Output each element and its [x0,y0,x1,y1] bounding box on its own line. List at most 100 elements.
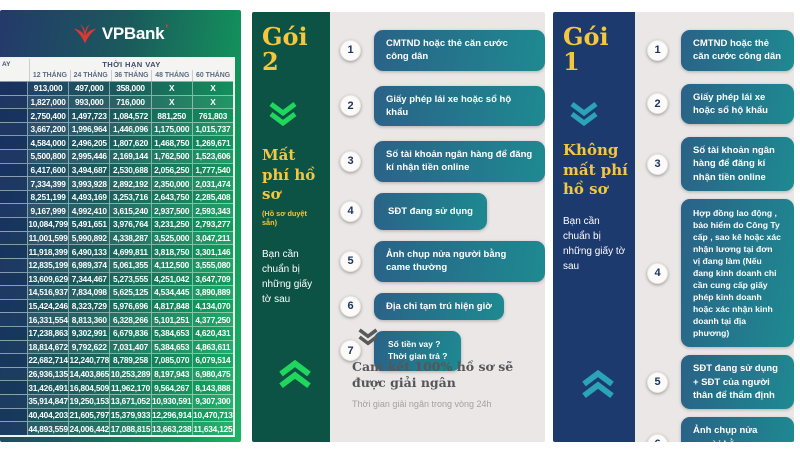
table-cell: 4,817,848 [150,299,192,313]
table-cell: 2,285,408 [191,190,233,204]
table-cell: 5,976,696 [109,299,150,313]
package-2-card: Gói 2 Mất phí hồ sơ (Hồ sơ duyệt sẵn) Bạ… [252,12,545,442]
table-row: 1,827,000 993,000 716,000 X X [0,94,233,109]
table-column-header: 48 THÁNG [151,70,192,81]
table-cell: 3,494,687 [68,163,109,177]
table-cell: X [150,82,192,95]
table-row: 44,893,559 24,006,442 17,088,815 13,663,… [0,421,233,435]
package-2-description: Bạn cần chuẩn bị những giấy tờ sau [262,248,313,305]
table-cell: 5,061,355 [109,258,150,272]
checklist-item: 2 Giấy phép lái xe hoặc sổ hộ khẩu [647,83,794,125]
table-cell: 3,890,889 [191,286,233,299]
table-cell: 6,679,836 [109,326,150,340]
package-1-highlight: Không mất phí hồ sơ [563,141,628,199]
package-1-side-column: Gói 1 Không mất phí hồ sơ Bạn cần chuẩn … [553,12,635,442]
table-cell: X [191,82,233,95]
checklist-item: 6 Địa chỉ tạm trú hiện giờ [340,292,545,320]
double-chevron-down-icon [266,102,300,131]
table-cell: 10,253,289 [109,367,151,381]
vpbank-logo: VPBank ' [0,10,241,54]
table-cell: 4,377,250 [191,313,233,326]
checklist-item: 3 Số tài khoản ngân hàng để đăng kí nhận… [340,141,545,182]
item-number-badge: 4 [340,200,361,222]
table-cell: 5,491,651 [68,218,109,231]
table-cell: 40,404,203 [27,408,68,422]
table-row: 22,682,714 12,240,778 8,789,258 7,085,07… [0,353,233,367]
table-cell-amount-clipped [0,190,27,204]
table-cell: 14,516,937 [27,286,68,299]
table-cell: 26,936,135 [27,367,68,381]
table-cell: 716,000 [109,95,150,109]
table-cell: X [191,95,233,109]
table-cell: 5,625,125 [109,286,150,299]
table-cell: 4,112,500 [150,258,192,272]
table-header-columns-row: 12 THÁNG 24 THÁNG 36 THÁNG 48 THÁNG 60 THÁNG [0,70,233,81]
double-chevron-up-icon [275,355,315,388]
table-cell: 8,813,360 [68,313,109,326]
item-number-badge: 1 [340,39,361,61]
table-cell-amount-clipped [0,95,27,109]
table-cell: 15,379,933 [109,408,151,422]
table-row: 3,667,200 1,996,964 1,446,096 1,175,000 … [0,121,233,136]
double-chevron-up-icon [578,365,618,398]
table-cell: 3,555,080 [191,258,233,272]
checklist-item: 5 SĐT đang sử dụng + SĐT của người thân … [647,355,794,410]
table-cell: 2,031,474 [191,177,233,190]
vpbank-logo-text: VPBank [101,24,165,43]
checklist-item: 2 Giấy phép lái xe hoặc sổ hộ khẩu [340,85,545,127]
table-cell: 8,143,888 [191,381,233,395]
table-cell: 3,976,764 [109,218,150,231]
loan-repayment-table: AY THỜI HẠN VAY 12 THÁNG 24 THÁNG 36 THÁNG… [0,57,235,437]
table-cell: 9,792,622 [68,340,109,354]
table-cell: 5,101,251 [150,313,192,326]
item-number-badge: 5 [647,371,668,393]
table-cell: 4,534,445 [150,286,192,299]
table-body: 913,000 497,000 358,000 X X 1,827,000 99… [0,81,233,435]
package-2-side-column: Gói 2 Mất phí hồ sơ (Hồ sơ duyệt sẵn) Bạ… [252,12,330,442]
table-cell-amount-clipped [0,163,27,177]
item-pill: Giấy phép lái xe hoặc sổ hộ khẩu [681,83,794,125]
table-cell: 12,240,778 [68,354,110,367]
table-cell: 2,056,250 [150,163,192,177]
table-cell-amount-clipped [0,326,27,340]
table-cell: 1,084,572 [109,109,150,122]
table-cell-amount-clipped [0,340,27,354]
table-cell: X [150,95,192,109]
table-cell: 21,605,797 [68,408,110,422]
checklist-item: 1 CMTND hoặc thẻ căn cước công dân [340,30,545,71]
item-number-badge: 1 [647,39,668,61]
table-cell: 16,331,554 [27,313,68,326]
table-row: 12,835,199 6,989,374 5,061,355 4,112,500… [0,257,233,272]
package-1-checklist: 1 CMTND hoặc thẻ căn cước công dân 2 Giấ… [635,12,794,442]
table-cell: 9,307,300 [191,395,233,408]
table-cell: 3,818,750 [150,245,192,258]
table-cell-amount-clipped [0,150,27,163]
item-number-badge: 5 [340,250,361,272]
checklist-item: 7 Số tiền vay ? Thời gian trả ? [340,330,545,371]
table-cell: 10,930,591 [150,395,192,408]
table-cell-amount-clipped [0,381,27,395]
checklist-item: 6 Ảnh chụp nửa người bằng came thường [647,417,794,442]
checklist-item: 1 CMTND hoặc thẻ căn cước công dân [647,30,794,71]
table-cell-amount-clipped [0,422,27,435]
table-cell: 6,079,514 [191,354,233,367]
table-row: 10,084,799 5,491,651 3,976,764 3,231,250… [0,217,233,231]
table-row: 18,814,672 9,792,622 7,031,407 5,384,653… [0,339,233,354]
table-group-header: THỜI HẠN VAY [29,59,233,70]
table-row: 14,516,937 7,834,098 5,625,125 4,534,445… [0,285,233,299]
table-cell: 2,643,750 [150,190,192,204]
item-number-badge: 3 [340,150,361,172]
table-cell: 8,323,729 [68,299,109,313]
table-row: 13,609,629 7,344,467 5,273,555 4,251,042… [0,271,233,286]
table-cell-amount-clipped [0,177,27,190]
item-pill: Ảnh chụp nửa người bằng came thường [681,417,794,442]
table-cell: 10,470,713 [191,408,233,422]
double-chevron-down-icon [356,328,380,351]
item-pill: Số tài khoản ngân hàng để đăng kí nhận t… [681,137,794,192]
table-cell: 993,000 [68,95,109,109]
table-cell: 3,667,200 [27,122,68,136]
package-2-note: (Hồ sơ duyệt sẵn) [262,208,307,227]
table-cell-amount-clipped [0,231,27,245]
table-cell: 6,490,133 [68,245,109,258]
table-cell: 2,350,000 [150,177,192,190]
